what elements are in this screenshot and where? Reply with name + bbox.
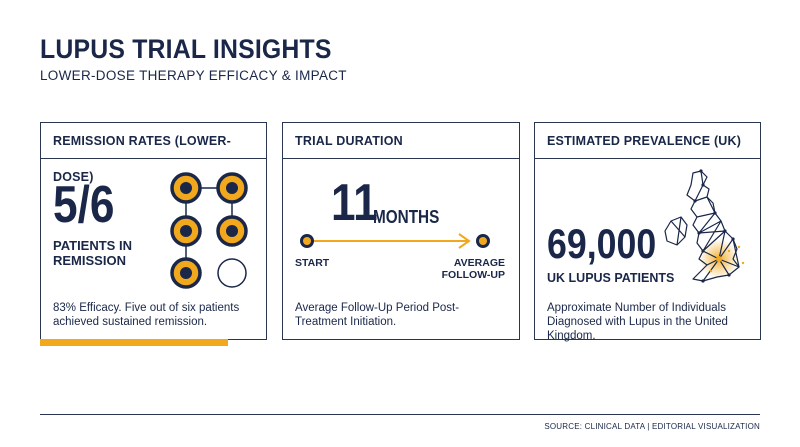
- duration-card: TRIAL DURATION 11 MONTHS START AVERAGE F…: [282, 122, 520, 340]
- duration-description: Average Follow-Up Period Post-Treatment …: [295, 302, 460, 328]
- page-subtitle: LOWER-DOSE THERAPY EFFICACY & IMPACT: [40, 68, 347, 83]
- timeline-end-label-line1: AVERAGE: [453, 257, 505, 269]
- uk-map-icon: [664, 169, 745, 283]
- timeline-end-label: AVERAGE FOLLOW-UP: [442, 257, 505, 281]
- remission-label-line2: REMISSION: [53, 253, 126, 268]
- timeline-start-label: START: [295, 257, 330, 269]
- remission-value: 5/6: [53, 176, 115, 234]
- patient-remission-icon: [170, 172, 202, 204]
- patient-remission-icon: [170, 257, 202, 289]
- patient-grid-icon: [170, 172, 248, 289]
- prevalence-card-heading: ESTIMATED PREVALENCE (UK): [535, 123, 760, 159]
- remission-description: 83% Efficacy. Five out of six patients a…: [53, 302, 240, 328]
- remission-label-line1: PATIENTS IN: [53, 238, 132, 253]
- patient-remission-icon: [170, 215, 202, 247]
- patient-no-remission-icon: [217, 258, 247, 288]
- page-title: LUPUS TRIAL INSIGHTS: [40, 34, 332, 64]
- remission-label: PATIENTS IN REMISSION: [53, 238, 132, 268]
- duration-value: 11: [331, 174, 378, 232]
- footer-divider: [40, 414, 760, 415]
- duration-card-heading: TRIAL DURATION: [283, 123, 519, 159]
- prevalence-description: Approximate Number of Individuals Diagno…: [547, 302, 728, 342]
- patient-remission-icon: [216, 215, 248, 247]
- source-note: SOURCE: CLINICAL DATA | EDITORIAL VISUAL…: [544, 422, 760, 431]
- patient-remission-icon: [216, 172, 248, 204]
- prevalence-label: UK LUPUS PATIENTS: [547, 271, 675, 285]
- timeline-arrow-icon: [300, 233, 490, 249]
- remission-card-heading: REMISSION RATES (LOWER-DOSE): [41, 123, 266, 184]
- prevalence-value: 69,000: [547, 220, 657, 267]
- duration-unit: MONTHS: [373, 207, 440, 227]
- remission-card: REMISSION RATES (LOWER-DOSE) 5/6 PATIENT…: [40, 122, 267, 340]
- accent-bar: [40, 339, 228, 346]
- prevalence-card: ESTIMATED PREVALENCE (UK): [534, 122, 761, 342]
- timeline-end-label-line2: FOLLOW-UP: [441, 269, 505, 281]
